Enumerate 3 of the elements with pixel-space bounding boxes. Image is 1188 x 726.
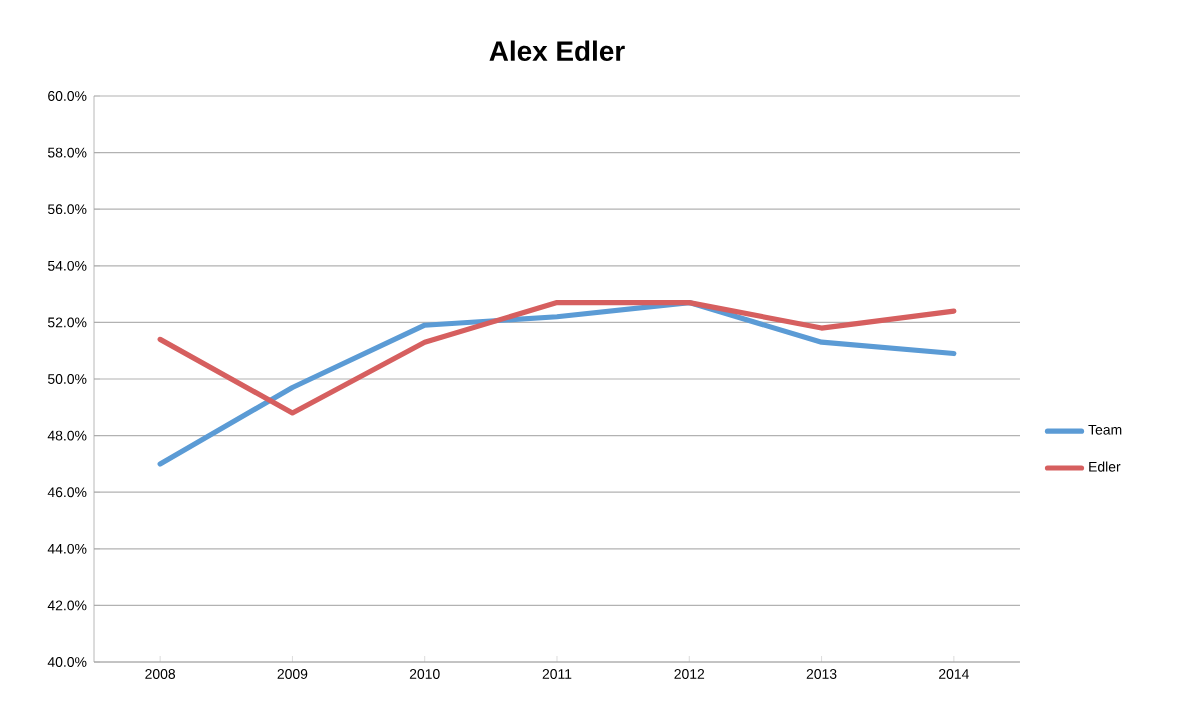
chart-title: Alex Edler (489, 40, 625, 62)
line-series (157, 299, 957, 416)
line-series (157, 299, 957, 467)
